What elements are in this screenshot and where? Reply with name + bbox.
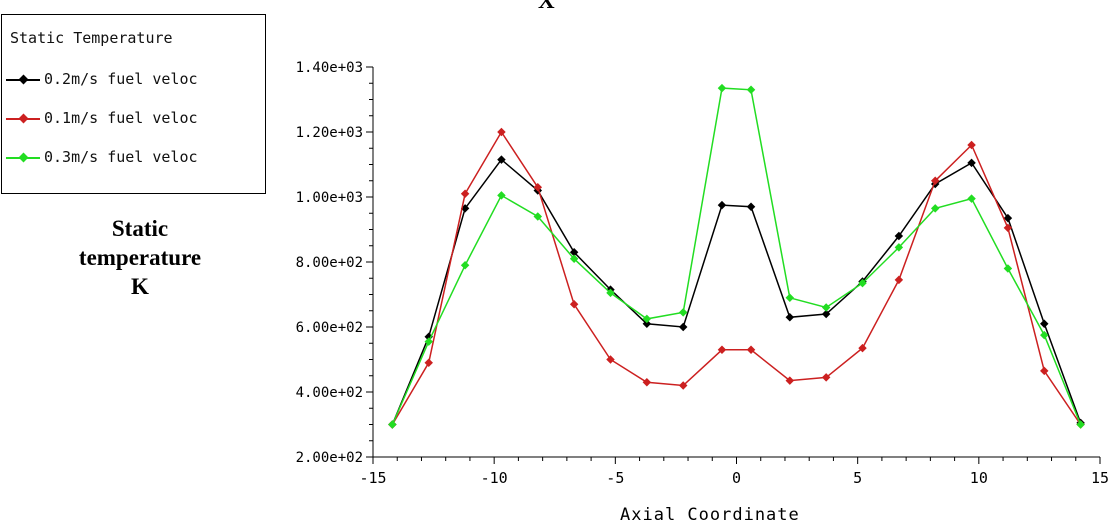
data-point [424,337,433,346]
y-axis-label: Static temperature K [60,214,220,301]
data-point [1076,420,1085,429]
data-point [497,127,506,137]
y-tick-label: 1.20e+03 [296,125,363,141]
x-tick-label: 5 [853,469,862,487]
x-tick-label: -10 [481,469,508,487]
legend-marker-icon [18,152,29,163]
data-point [821,373,831,382]
data-point [1003,264,1013,273]
data-point [894,275,904,285]
data-point [717,345,727,354]
data-point [388,420,397,429]
data-point [642,319,652,328]
series-line-0 [391,158,1082,425]
y-tick-label: 4.00e+02 [296,385,363,401]
series-line-1 [391,130,1082,425]
legend-title: Static Temperature [10,29,173,47]
data-point [1040,319,1049,328]
data-point [1040,330,1049,340]
legend-label: 0.1m/s fuel veloc [44,109,198,127]
x-tick-label: 0 [732,469,741,487]
data-point [678,322,688,332]
y-tick-label: 1.40e+03 [296,60,363,76]
data-point [821,309,831,319]
top-label: X [538,0,555,13]
data-point [678,308,688,317]
legend-marker-icon [18,113,29,124]
legend-marker-icon [18,74,29,85]
y-axis-label-line: K [131,274,149,299]
data-point [967,194,976,203]
data-point [785,313,795,322]
data-point [746,202,756,211]
data-point [569,254,579,263]
y-axis-label-line: Static [111,216,169,241]
legend-entry-1: 0.1m/s fuel veloc [6,109,265,129]
data-point [746,85,756,94]
legend-label: 0.3m/s fuel veloc [44,148,198,166]
data-point [460,261,470,270]
data-point [642,378,652,387]
y-tick-label: 6.00e+02 [296,320,363,336]
series-line-2 [391,87,1082,425]
legend-entry-2: 0.3m/s fuel veloc [6,148,265,168]
data-point [606,355,615,364]
data-point [858,343,867,353]
x-tick-label: 10 [970,469,988,487]
y-tick-label: 1.00e+03 [296,190,363,206]
x-tick-label: 15 [1091,469,1109,487]
legend-label: 0.2m/s fuel veloc [44,70,198,88]
data-point [678,381,688,390]
data-point [642,314,652,324]
legend-entry-0: 0.2m/s fuel veloc [6,70,265,90]
data-point [1040,366,1049,376]
y-tick-label: 2.00e+02 [296,450,363,466]
data-point [497,191,506,200]
data-point [967,158,976,168]
data-point [497,155,506,164]
y-axis-label-line: temperature [78,245,202,270]
data-point [569,300,579,309]
data-point [746,345,756,354]
y-tick-label: 8.00e+02 [296,255,363,271]
legend: Static Temperature 0.2m/s fuel veloc 0.1… [1,14,266,194]
data-point [821,303,831,312]
data-point [717,83,727,93]
data-point [424,358,433,367]
data-point [717,200,727,210]
data-point [424,332,433,341]
data-point [858,278,867,288]
data-point [606,288,615,298]
x-tick-label: -5 [606,469,624,487]
x-tick-label: -15 [359,469,386,487]
data-point [785,293,795,302]
data-point [785,376,795,385]
data-point [460,189,470,198]
x-axis-label: Axial Coordinate [620,505,800,525]
